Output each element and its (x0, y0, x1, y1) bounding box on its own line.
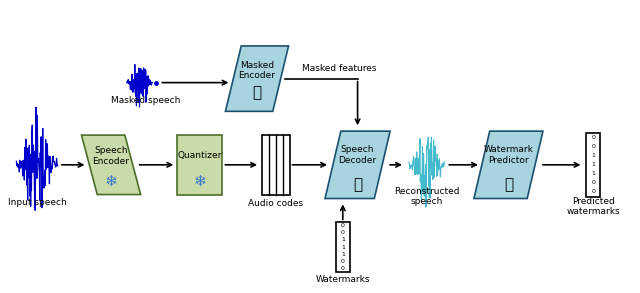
Bar (336, 222, 349, 272)
Text: 1: 1 (341, 252, 345, 257)
Text: ❄: ❄ (193, 174, 206, 189)
Text: 0: 0 (341, 266, 345, 271)
Text: Predicted
watermarks: Predicted watermarks (566, 197, 620, 216)
Text: 0: 0 (591, 190, 595, 195)
Text: ❄: ❄ (105, 174, 117, 189)
Text: Reconstructed
speech: Reconstructed speech (394, 187, 460, 206)
Text: Watermarks: Watermarks (316, 275, 370, 284)
Bar (177, 135, 223, 195)
Text: 0: 0 (341, 259, 345, 264)
Text: Speech
Encoder: Speech Encoder (93, 146, 129, 166)
Text: 1: 1 (591, 162, 595, 167)
Text: 0: 0 (591, 180, 595, 185)
Polygon shape (225, 46, 289, 111)
Text: Masked
Encoder: Masked Encoder (239, 61, 275, 80)
Text: 1: 1 (591, 171, 595, 176)
Bar (262, 135, 289, 195)
Text: Quantizer: Quantizer (178, 151, 222, 160)
Text: Masked speech: Masked speech (111, 96, 180, 105)
Bar (586, 133, 600, 197)
Text: 1: 1 (591, 153, 595, 158)
Text: 🔥: 🔥 (353, 177, 362, 192)
Text: Watermark
Predictor: Watermark Predictor (483, 145, 533, 165)
Text: Masked features: Masked features (301, 64, 376, 73)
Polygon shape (474, 131, 543, 198)
Text: 🔥: 🔥 (504, 177, 513, 192)
Text: 0: 0 (591, 135, 595, 140)
Text: 0: 0 (591, 144, 595, 149)
Text: Audio codes: Audio codes (248, 199, 303, 208)
Text: Input speech: Input speech (8, 198, 67, 207)
Polygon shape (325, 131, 390, 198)
Text: 1: 1 (341, 245, 345, 250)
Text: 0: 0 (341, 223, 345, 228)
Text: 🔥: 🔥 (252, 85, 262, 100)
Polygon shape (81, 135, 141, 195)
Text: 1: 1 (341, 237, 345, 243)
Text: 0: 0 (341, 230, 345, 235)
Text: Speech
Decoder: Speech Decoder (339, 145, 376, 165)
